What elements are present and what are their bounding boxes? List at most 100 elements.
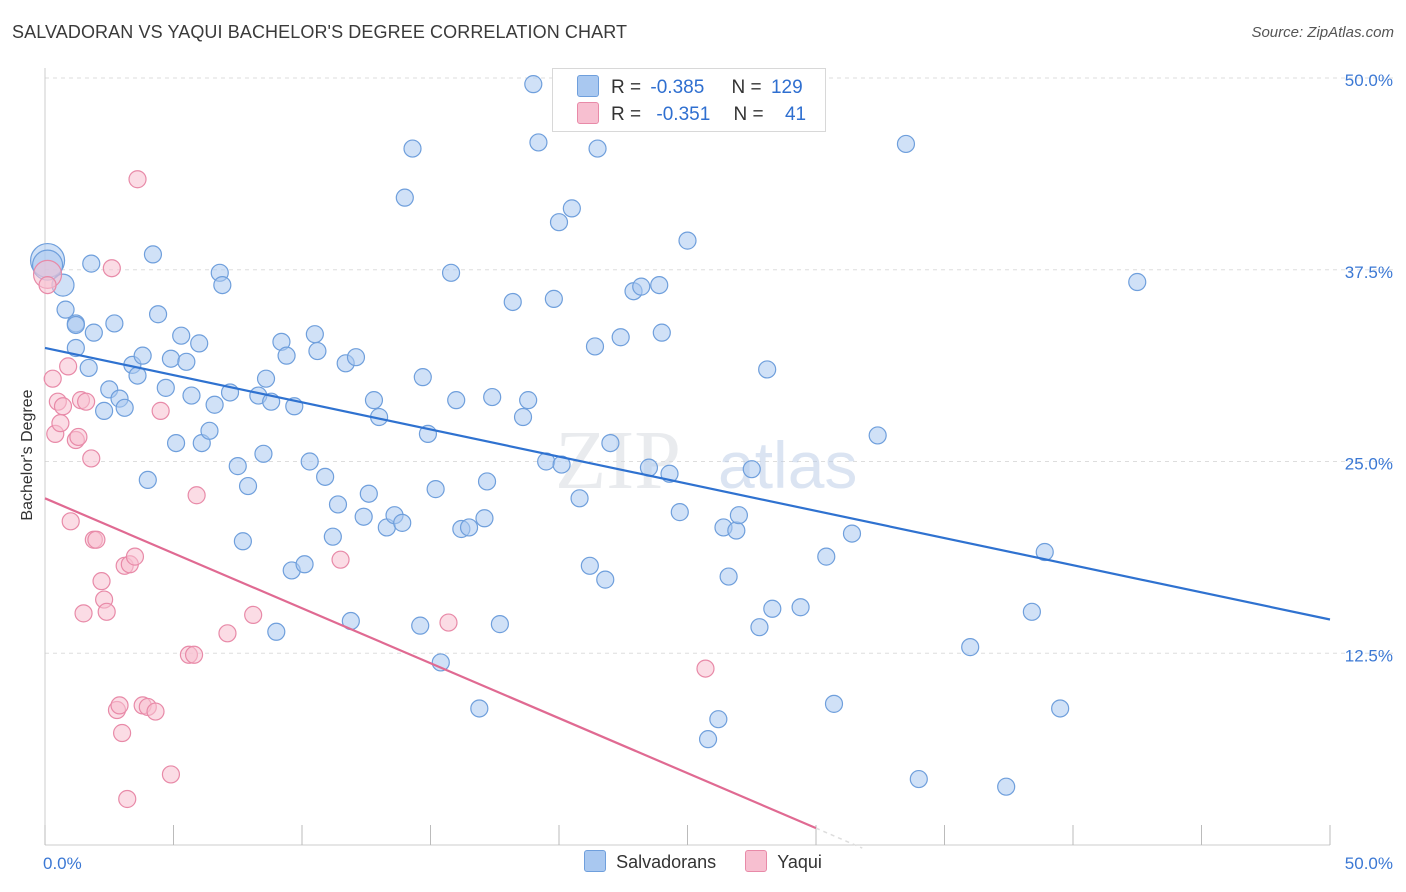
data-point: [82, 254, 101, 273]
data-point: [148, 305, 168, 324]
legend-swatch-blue: [584, 850, 607, 872]
data-point: [503, 292, 522, 312]
watermark: ZIP atlas: [555, 414, 857, 507]
data-point: [513, 407, 533, 427]
data-point: [177, 352, 196, 371]
legend-r-value: -0.385: [650, 77, 705, 98]
data-point: [696, 659, 715, 678]
data-point: [267, 622, 286, 641]
data-point: [105, 314, 124, 333]
data-point: [477, 472, 497, 491]
data-point: [110, 696, 129, 715]
data-point: [233, 532, 252, 551]
data-point: [763, 599, 782, 618]
legend-item-yaqui[interactable]: Yaqui: [745, 850, 822, 873]
data-point: [323, 527, 342, 546]
data-point: [750, 618, 769, 637]
data-point: [601, 433, 620, 453]
data-point: [596, 570, 615, 589]
data-point: [413, 368, 432, 387]
series-salvadorans: [29, 75, 1147, 796]
data-point: [490, 615, 509, 634]
data-point: [411, 616, 430, 635]
data-point: [562, 199, 581, 218]
legend-r-value: -0.351: [656, 104, 711, 125]
data-point: [128, 170, 147, 189]
data-point: [228, 457, 247, 476]
data-point: [961, 638, 980, 657]
data-point: [118, 789, 137, 809]
data-point: [426, 480, 445, 499]
legend-n-value: 41: [784, 104, 807, 125]
legend-swatch-pink: [577, 102, 599, 124]
trend-line-yaqui: [44, 497, 817, 830]
data-point: [172, 326, 191, 345]
x-tick-label: 50.0%: [1345, 854, 1393, 873]
legend-row-salvadorans: R = -0.385 N = 129: [577, 75, 803, 101]
data-point: [393, 513, 412, 532]
data-point: [61, 512, 80, 531]
data-point: [524, 75, 543, 94]
legend-n-label: N =: [731, 77, 762, 98]
data-point: [74, 604, 93, 623]
data-point: [997, 777, 1016, 796]
data-point: [151, 401, 170, 420]
data-point: [483, 387, 502, 407]
y-tick-label: 12.5%: [1345, 646, 1393, 665]
data-point: [909, 769, 928, 789]
data-point: [403, 139, 422, 158]
data-point: [570, 489, 589, 508]
data-point: [316, 467, 335, 486]
data-point: [305, 325, 324, 344]
data-point: [817, 547, 836, 566]
data-point: [470, 699, 489, 718]
data-point: [218, 624, 237, 643]
source-label: Source: ZipAtlas.com: [1251, 24, 1394, 41]
data-point: [727, 521, 746, 540]
data-point: [585, 337, 605, 356]
data-point: [632, 277, 651, 296]
data-point: [824, 694, 844, 713]
legend-n-value: 129: [770, 77, 803, 98]
data-point: [125, 547, 145, 566]
data-point: [238, 476, 258, 496]
legend-item-label: Yaqui: [777, 852, 822, 872]
data-point: [459, 518, 479, 537]
data-point: [475, 509, 494, 528]
x-tick-label: 0.0%: [43, 854, 82, 873]
legend-n-label: N =: [733, 104, 764, 125]
data-point: [92, 572, 111, 591]
data-point: [709, 710, 728, 729]
data-point: [441, 263, 461, 282]
data-point: [84, 323, 103, 342]
chart-title: SALVADORAN VS YAQUI BACHELOR'S DEGREE CO…: [12, 22, 628, 42]
tick-labels: 12.5% 25.0% 37.5% 50.0% 0.0% 50.0%: [43, 71, 1393, 873]
data-point: [205, 395, 224, 414]
data-point: [588, 139, 607, 158]
data-point: [66, 315, 85, 335]
correlation-legend: R = -0.385 N = 129 R = -0.351 N = 41: [552, 68, 826, 132]
data-point: [69, 427, 88, 447]
data-point: [97, 602, 116, 621]
data-point: [115, 398, 134, 417]
data-point: [87, 530, 106, 549]
data-point: [331, 550, 350, 569]
data-point: [184, 645, 204, 664]
data-point: [156, 378, 175, 397]
legend-item-salvadorans[interactable]: Salvadorans: [584, 850, 716, 873]
trend-lines: [44, 346, 1331, 849]
data-point: [519, 391, 538, 410]
legend-r-label: R =: [611, 77, 642, 98]
data-point: [190, 334, 209, 353]
data-point: [244, 605, 263, 625]
data-point: [213, 275, 232, 295]
watermark-atlas: atlas: [718, 428, 857, 502]
data-point: [56, 300, 75, 319]
data-point: [59, 357, 78, 376]
legend-r-label: R =: [611, 104, 642, 125]
y-axis-label: Bachelor's Degree: [19, 389, 36, 521]
data-point: [143, 245, 163, 264]
data-point: [77, 392, 96, 411]
data-point: [133, 346, 152, 365]
